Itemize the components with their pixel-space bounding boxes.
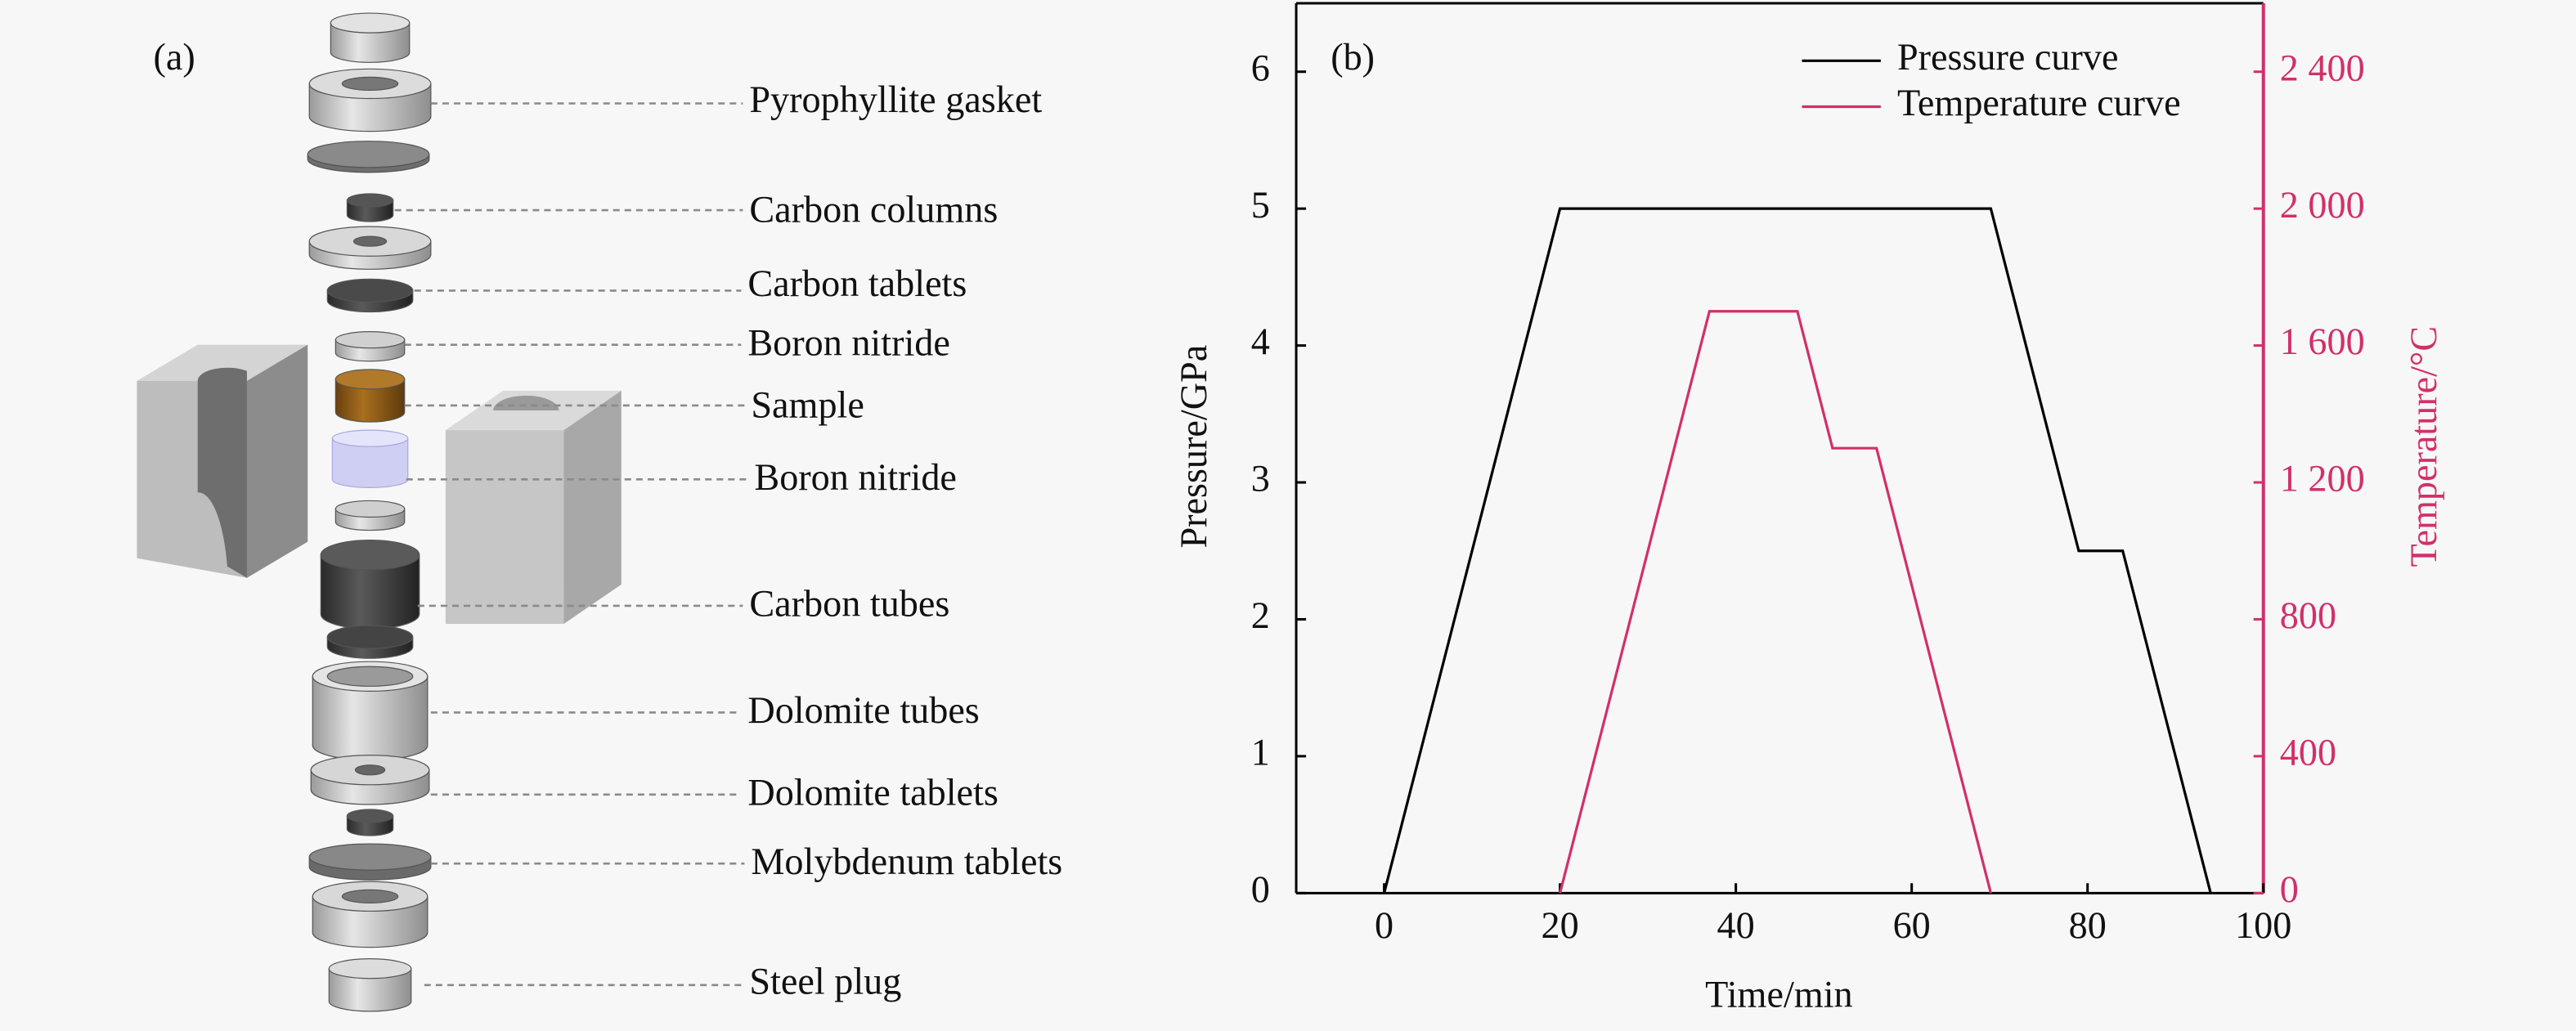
- y2-tick-label: 1 200: [2280, 458, 2365, 500]
- y2-tick-label: 400: [2280, 731, 2336, 773]
- y2-tick-label: 0: [2280, 868, 2299, 910]
- series-line: [1383, 207, 2212, 894]
- part-label: Dolomite tablets: [747, 771, 998, 813]
- x-tick-label: 60: [1893, 904, 1931, 946]
- part-label: Carbon tablets: [747, 262, 967, 304]
- panel-label: (b): [1331, 36, 1375, 78]
- y-tick-label: 3: [1251, 458, 1270, 500]
- x-tick-label: 20: [1542, 904, 1579, 946]
- block-cut: [493, 395, 559, 410]
- part-label: Dolomite tubes: [747, 689, 979, 731]
- y-tick-label: 0: [1251, 868, 1270, 910]
- block: [563, 390, 622, 625]
- y2-axis-label: Temperature/°C: [2403, 326, 2444, 567]
- chart: (b) Time/min Pressure/GPa Temperature/°C…: [1173, 2, 2444, 1015]
- legend-label: Pressure curve: [1897, 36, 2119, 78]
- part-label: Carbon columns: [749, 189, 998, 231]
- assembly-diagram: (a): [137, 12, 1062, 1012]
- part-label: Boron nitride: [747, 321, 950, 363]
- part-label: Sample: [751, 384, 864, 426]
- y-tick-label: 2: [1251, 594, 1270, 636]
- stack: [307, 12, 432, 1012]
- block-cut: [197, 367, 247, 578]
- legend-label: Temperature curve: [1897, 82, 2181, 123]
- x-tick-label: 100: [2235, 904, 2291, 946]
- part-label: Molybdenum tablets: [751, 840, 1062, 882]
- part-label: Steel plug: [749, 960, 901, 1002]
- y2-tick-label: 2 000: [2280, 184, 2365, 226]
- y2-tick-label: 2 400: [2280, 47, 2365, 88]
- y-tick-label: 5: [1251, 184, 1270, 226]
- y-tick-label: 6: [1251, 47, 1270, 88]
- block: [246, 344, 308, 578]
- part-label: Carbon tubes: [749, 583, 949, 625]
- y-tick-label: 4: [1251, 321, 1270, 362]
- y-tick-label: 1: [1251, 731, 1270, 773]
- y2-tick-label: 800: [2280, 594, 2336, 636]
- x-tick-label: 40: [1717, 904, 1755, 946]
- part-label: Boron nitride: [754, 456, 957, 498]
- x-tick-label: 80: [2069, 904, 2107, 946]
- panel-label: (a): [153, 36, 195, 78]
- x-axis-label: Time/min: [1705, 973, 1852, 1015]
- series-line: [1559, 310, 1992, 894]
- y2-tick-label: 1 600: [2280, 321, 2365, 362]
- block: [445, 430, 564, 625]
- x-tick-label: 0: [1375, 904, 1393, 946]
- y-axis-label: Pressure/GPa: [1173, 345, 1214, 549]
- part-label: Pyrophyllite gasket: [749, 78, 1042, 120]
- block: [137, 344, 308, 381]
